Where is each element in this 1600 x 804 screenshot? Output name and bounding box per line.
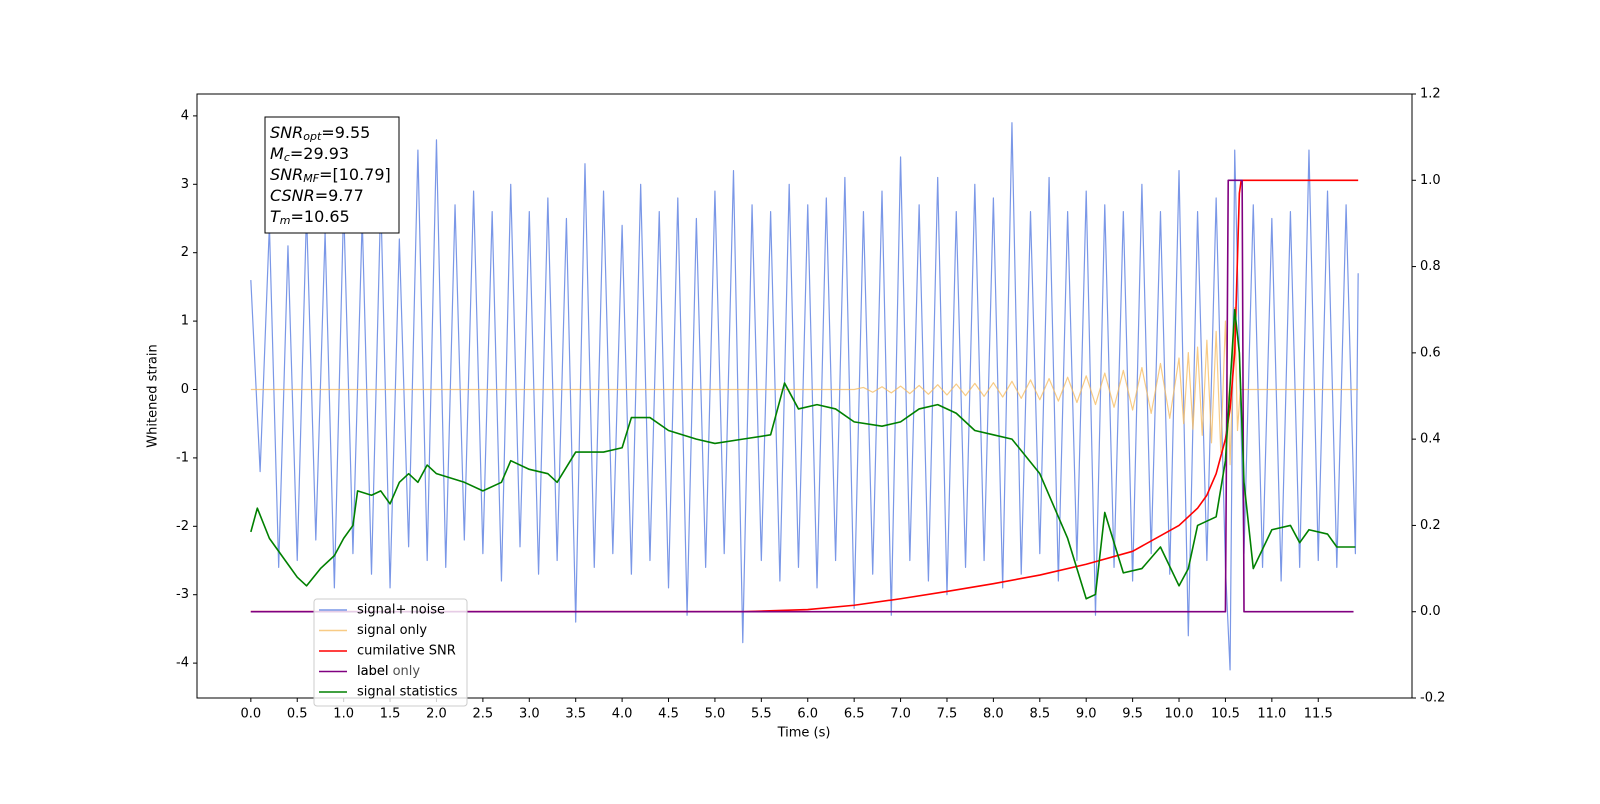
y2-tick-label: 0.0 — [1420, 604, 1441, 619]
value-text: =9.55 — [321, 123, 370, 142]
symbol: T — [270, 207, 281, 226]
subscript: MF — [303, 172, 319, 185]
annotation: SNRopt=9.55Mc=29.93SNRMF=[10.79]CSNR=9.7… — [264, 116, 400, 234]
x-axis-label: Time (s) — [777, 726, 831, 741]
x-tick-label: 9.0 — [1076, 707, 1097, 722]
series-line — [250, 179, 1354, 613]
value-text: =29.93 — [290, 144, 349, 163]
value-text: =[10.79] — [319, 165, 391, 184]
series-line — [250, 179, 1359, 613]
x-tick-label: 8.5 — [1029, 707, 1050, 722]
y2-tick-label: 0.2 — [1420, 518, 1441, 533]
x-tick-label: 7.0 — [890, 707, 911, 722]
subscript: m — [280, 214, 291, 227]
x-tick-label: 8.0 — [983, 707, 1004, 722]
y-tick-label: 1 — [181, 314, 189, 329]
legend-label: cumilative SNR — [357, 644, 456, 659]
symbol: CSNR — [270, 186, 315, 205]
x-tick-label: 1.0 — [333, 707, 354, 722]
x-tick-label: 0.0 — [240, 707, 261, 722]
x-tick-label: 2.0 — [426, 707, 447, 722]
legend-label: signal statistics — [357, 685, 458, 700]
x-tick-label: 5.5 — [751, 707, 772, 722]
y-tick-label: 0 — [181, 382, 189, 397]
series-line — [250, 122, 1359, 671]
x-tick-label: 7.5 — [937, 707, 958, 722]
x-tick-label: 10.0 — [1165, 707, 1194, 722]
annotation-line: Mc=29.93 — [270, 144, 349, 165]
x-tick-label: 3.5 — [565, 707, 586, 722]
x-tick-label: 4.0 — [612, 707, 633, 722]
x-tick-label: 11.5 — [1304, 707, 1333, 722]
y-tick-label: -4 — [176, 656, 189, 671]
legend-label: signal+ noise — [357, 603, 445, 618]
y2-tick-label: 0.6 — [1420, 345, 1441, 360]
legend-label: label — [357, 664, 388, 679]
axes-frame — [196, 93, 1413, 699]
x-tick-label: 1.5 — [380, 707, 401, 722]
y-tick-label: 4 — [181, 108, 189, 123]
annotation-line: CSNR=9.77 — [270, 186, 364, 205]
x-tick-label: 3.0 — [519, 707, 540, 722]
x-tick-label: 10.5 — [1211, 707, 1240, 722]
y2-tick-label: 0.4 — [1420, 432, 1441, 447]
y-tick-label: -3 — [176, 587, 189, 602]
subscript: opt — [303, 130, 322, 143]
value-text: =9.77 — [315, 186, 364, 205]
annotation-line: Tm=10.65 — [270, 207, 350, 228]
subscript: c — [284, 151, 290, 164]
symbol: M — [270, 144, 284, 163]
x-tick-label: 6.5 — [844, 707, 865, 722]
y-tick-label: -1 — [176, 450, 189, 465]
x-tick-label: 11.0 — [1257, 707, 1286, 722]
y2-tick-label: -0.2 — [1420, 691, 1445, 706]
x-tick-label: 5.0 — [705, 707, 726, 722]
y-tick-label: 2 — [181, 245, 189, 260]
x-tick-label: 2.5 — [473, 707, 494, 722]
x-tick-label: 4.5 — [658, 707, 679, 722]
annotation-line: SNRMF=[10.79] — [270, 165, 391, 186]
legend-overlap-text: label only — [357, 664, 420, 679]
x-tick-label: 9.5 — [1122, 707, 1143, 722]
symbol: SNR — [270, 123, 303, 142]
series-line — [250, 306, 1359, 466]
y2-tick-label: 0.8 — [1420, 259, 1441, 274]
legend: label only signal+ noise signal only cumila… — [313, 598, 468, 707]
y-tick-label: 3 — [181, 177, 189, 192]
y-axis-label: Whitened strain — [146, 344, 161, 447]
x-tick-label: 0.5 — [287, 707, 308, 722]
plot-area — [250, 122, 1359, 671]
legend-label: signal only — [357, 623, 427, 638]
symbol: SNR — [270, 165, 303, 184]
y2-tick-label: 1.2 — [1420, 87, 1441, 102]
value-text: =10.65 — [291, 207, 350, 226]
annotation-line: SNRopt=9.55 — [270, 123, 370, 144]
y-tick-label: -2 — [176, 519, 189, 534]
legend-box — [313, 598, 468, 707]
series-line — [250, 308, 1356, 600]
y2-tick-label: 1.0 — [1420, 173, 1441, 188]
annotation-box — [264, 116, 400, 234]
x-tick-label: 6.0 — [797, 707, 818, 722]
